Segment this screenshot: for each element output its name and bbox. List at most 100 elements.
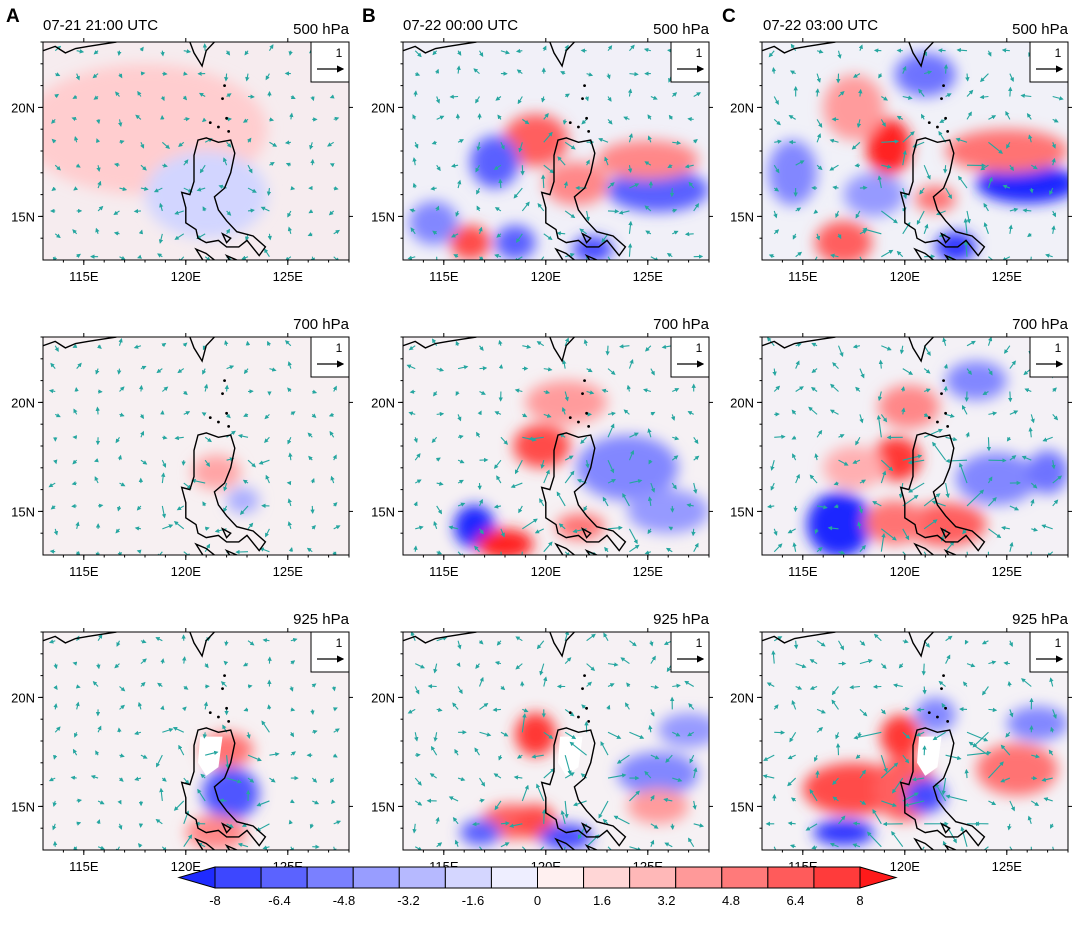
reference-vector-label: 1 (1055, 46, 1062, 60)
wind-vector (586, 663, 596, 671)
wind-vector (923, 551, 927, 555)
wind-vector (795, 342, 802, 348)
wind-vector (328, 412, 334, 417)
wind-vector (813, 209, 819, 214)
wind-vector (204, 543, 211, 553)
wind-vector (620, 657, 630, 665)
wind-vector (987, 337, 993, 346)
wind-vector (478, 498, 483, 507)
x-tick-label: 120E (171, 564, 202, 579)
wind-vector (114, 91, 120, 97)
wind-vector (310, 256, 315, 260)
wind-vector (688, 702, 695, 710)
wind-vector (76, 798, 83, 803)
wind-vector (160, 705, 165, 711)
wind-vector (1028, 427, 1033, 438)
wind-vector (54, 345, 59, 352)
wind-vector (628, 528, 638, 545)
reference-vector: 1 (670, 336, 710, 378)
island (587, 719, 591, 723)
wind-vector (988, 256, 994, 260)
wind-vector (118, 119, 123, 127)
anomaly-field (409, 113, 709, 260)
wind-vector (645, 345, 652, 352)
wind-vector (643, 388, 652, 393)
wind-vector (264, 248, 270, 258)
island (577, 715, 580, 719)
wind-vector (773, 96, 779, 105)
wind-vector (650, 709, 655, 717)
wind-vector (543, 541, 553, 553)
wind-vector (965, 431, 970, 438)
colorbar: -8 -6.4 -4.8 -3.2 -1.6 0 1.6 3.2 4.8 6.4 8 (177, 866, 898, 908)
wind-vector (773, 528, 778, 536)
wind-vector (1009, 505, 1020, 511)
wind-vector (644, 770, 652, 779)
wind-vector (116, 640, 121, 647)
wind-vector (598, 137, 609, 143)
anomaly-field (191, 454, 260, 514)
island (223, 84, 226, 87)
wind-vector (607, 45, 613, 52)
wind-vector (332, 502, 338, 507)
wind-vector (500, 842, 510, 848)
island-coast (220, 232, 232, 244)
wind-vector (650, 655, 656, 664)
wind-vector (693, 767, 698, 779)
wind-vector (97, 180, 102, 189)
wind-vector (223, 157, 228, 166)
wind-vector (522, 118, 530, 125)
wind-vector (115, 436, 120, 444)
wind-vector (688, 181, 695, 189)
wind-vector (979, 94, 989, 100)
colorbar-box (214, 866, 262, 889)
wind-vector (52, 800, 57, 807)
wind-vector (73, 408, 78, 415)
panel-letter-a: A (6, 6, 20, 27)
anomaly-blob-7 (658, 712, 709, 748)
wind-vector (288, 50, 293, 56)
wind-vector (161, 505, 167, 519)
wind-vector (493, 459, 502, 469)
wind-vector (474, 545, 480, 553)
wind-vector (558, 523, 566, 530)
wind-vector (560, 71, 566, 76)
wind-vector (242, 118, 249, 123)
wind-vector (644, 161, 652, 166)
wind-vector (414, 686, 420, 695)
wind-vector (118, 823, 123, 830)
wind-vector (183, 116, 191, 122)
wind-vector (988, 115, 997, 120)
wind-vector (564, 551, 571, 555)
wind-vector (311, 413, 317, 418)
wind-vector (858, 88, 863, 97)
wind-vector (829, 164, 839, 171)
wind-vector (450, 163, 459, 168)
anomaly-blob-0 (502, 113, 569, 167)
wind-vector (647, 428, 652, 438)
anomaly-blob-6 (768, 140, 818, 206)
wind-vector (479, 366, 488, 371)
map-panel-a-1: 1 700 hPa 115E 120E 125E 20N 15N (11, 316, 353, 579)
island-coast (194, 837, 216, 850)
wind-vector (140, 164, 147, 171)
wind-vector (943, 64, 949, 74)
anomaly-blob-5 (627, 489, 709, 534)
wind-vector (668, 114, 674, 120)
wind-vector (811, 342, 818, 347)
island (583, 379, 586, 382)
wind-vector (245, 73, 250, 82)
anomaly-blob-1 (872, 437, 922, 481)
wind-vector (650, 411, 656, 416)
x-tick-label: 125E (992, 269, 1023, 284)
wind-vector (435, 816, 440, 824)
wind-vectors (48, 633, 342, 850)
taiwan-coast (189, 632, 215, 658)
y-tick-label: 20N (730, 395, 754, 410)
wind-vector (457, 502, 466, 507)
wind-vector (97, 344, 102, 349)
wind-vector (768, 254, 775, 259)
island (227, 719, 231, 723)
wind-vector (921, 663, 926, 676)
